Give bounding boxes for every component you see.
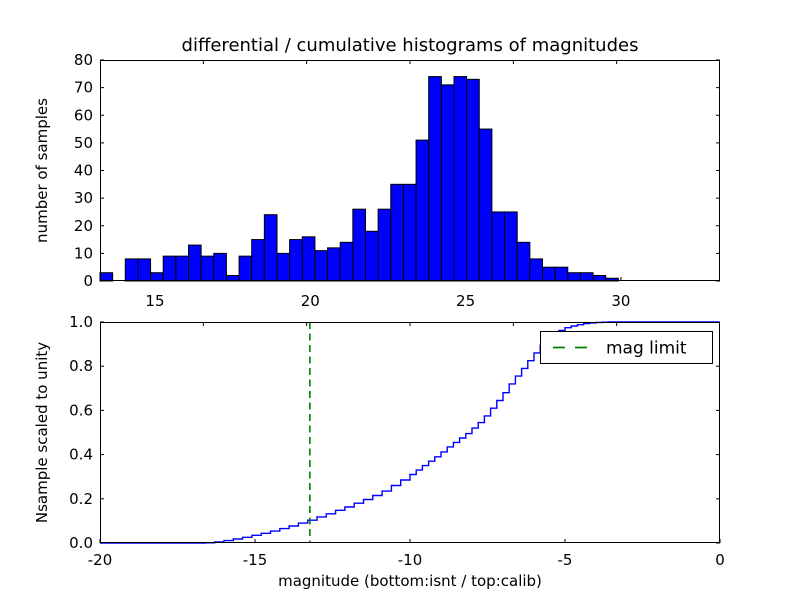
- histogram-bar: [238, 255, 253, 282]
- y-tick-label: 0.4: [69, 446, 93, 464]
- histogram-bar: [263, 214, 278, 282]
- histogram-bar: [377, 208, 392, 282]
- legend: mag limit: [540, 331, 713, 364]
- histogram-bar: [150, 272, 164, 282]
- histogram-bar: [415, 139, 430, 282]
- top-axes-spine: [100, 60, 720, 281]
- histogram-bar: [529, 258, 543, 282]
- histogram-bar: [567, 272, 581, 282]
- histogram-bar: [124, 258, 139, 282]
- histogram-bar: [453, 76, 468, 282]
- y-tick-label: 80: [74, 51, 93, 69]
- histogram-bar: [251, 239, 265, 282]
- y-tick-label: 0.2: [69, 490, 93, 508]
- histogram-bar: [440, 84, 455, 282]
- histogram-bar: [301, 236, 316, 282]
- y-tick-label: 0.8: [69, 357, 93, 375]
- legend-box: [540, 331, 713, 364]
- histogram-bar: [504, 211, 518, 282]
- x-axis-label: magnitude (bottom:isnt / top:calib): [278, 572, 542, 590]
- histogram-bar: [339, 241, 354, 282]
- histogram-bar: [491, 211, 506, 282]
- histogram-bar: [200, 255, 215, 282]
- x-tick-label: 15: [145, 292, 164, 310]
- plot-layer: 15 20 25 30 0 10 20 30 40 50 60 70 80 -20 -15 -10 -5 0 0.0…: [69, 51, 725, 569]
- histogram-bar: [516, 241, 531, 282]
- x-tick-label: 20: [301, 292, 320, 310]
- histogram-bar: [187, 244, 202, 282]
- histogram-bar: [99, 272, 114, 282]
- histogram-bar: [428, 76, 442, 282]
- y-tick-label: 30: [74, 189, 93, 207]
- histogram-bar: [466, 78, 480, 282]
- y-tick-label: 60: [74, 106, 93, 124]
- y-tick-label: 1.0: [69, 313, 93, 331]
- x-tick-label: -20: [88, 551, 113, 569]
- histogram-bar: [162, 255, 177, 282]
- histogram-bar: [276, 252, 291, 282]
- histogram-bar: [390, 183, 404, 282]
- bottom-axes-spine: [100, 322, 720, 543]
- histogram-bar: [579, 272, 594, 282]
- histogram-bar: [289, 239, 303, 282]
- x-tick-label: 30: [611, 292, 630, 310]
- y-tick-label: 0.0: [69, 534, 93, 552]
- histogram-bar: [352, 208, 366, 282]
- y-tick-label: 0.6: [69, 401, 93, 419]
- x-tick-label: 25: [456, 292, 475, 310]
- top-y-axis-label: number of samples: [33, 98, 51, 243]
- histogram-bar: [364, 230, 379, 282]
- histogram-bar: [554, 266, 569, 282]
- y-tick-label: 10: [74, 244, 93, 262]
- y-tick-label: 20: [74, 217, 93, 235]
- histogram-bar: [314, 250, 329, 282]
- x-tick-label: -5: [558, 551, 573, 569]
- histogram-bar: [137, 258, 152, 282]
- legend-label: mag limit: [606, 339, 687, 359]
- y-tick-label: 70: [74, 79, 93, 97]
- x-tick-label: 0: [715, 551, 725, 569]
- y-tick-label: 50: [74, 134, 93, 152]
- histogram-bar: [175, 255, 189, 282]
- x-tick-label: -15: [243, 551, 268, 569]
- y-tick-label: 0: [83, 272, 93, 290]
- histogram-bar: [213, 252, 227, 282]
- bottom-y-axis-label: Nsample scaled to unity: [33, 342, 51, 523]
- figure-title: differential / cumulative histograms of …: [182, 35, 639, 56]
- histogram-bar: [541, 266, 556, 282]
- y-tick-label: 40: [74, 162, 93, 180]
- histogram-bar: [402, 183, 417, 282]
- x-tick-label: -10: [398, 551, 423, 569]
- histogram-bar: [327, 247, 341, 282]
- histogram-bar: [478, 128, 493, 282]
